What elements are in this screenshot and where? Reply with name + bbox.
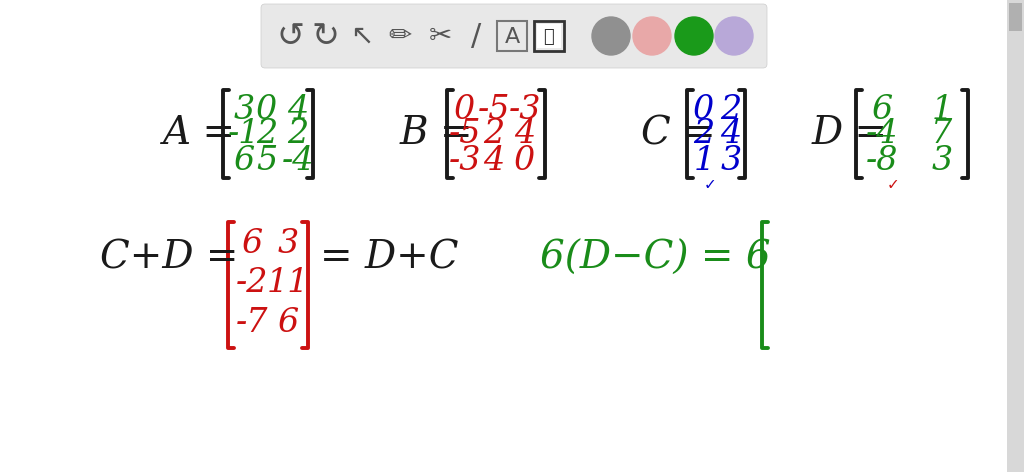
- Text: 2: 2: [693, 118, 715, 150]
- Text: ✂: ✂: [428, 22, 452, 50]
- Text: 2: 2: [720, 94, 741, 126]
- Text: ✓: ✓: [703, 177, 717, 193]
- Circle shape: [633, 17, 671, 55]
- Text: -8: -8: [865, 145, 898, 177]
- Text: = D+C: = D+C: [319, 239, 459, 277]
- Circle shape: [592, 17, 630, 55]
- Text: 4: 4: [720, 118, 741, 150]
- Circle shape: [675, 17, 713, 55]
- Text: 0: 0: [693, 94, 715, 126]
- Text: 3: 3: [932, 145, 952, 177]
- Text: 11: 11: [266, 267, 309, 299]
- Text: ⛰: ⛰: [544, 28, 554, 46]
- Text: 0: 0: [256, 94, 278, 126]
- Text: 4: 4: [288, 94, 308, 126]
- Text: A =: A =: [163, 116, 237, 152]
- Text: A: A: [505, 27, 519, 47]
- Text: 6: 6: [278, 307, 299, 339]
- Circle shape: [715, 17, 753, 55]
- Text: 6: 6: [242, 228, 262, 260]
- Text: 3: 3: [233, 94, 255, 126]
- Text: C =: C =: [641, 116, 716, 152]
- Text: 2: 2: [483, 118, 505, 150]
- Text: ↺: ↺: [278, 19, 305, 52]
- Text: C+D =: C+D =: [100, 239, 239, 277]
- Bar: [1009, 3, 1022, 31]
- Bar: [534, 21, 564, 51]
- Text: 6: 6: [233, 145, 255, 177]
- Bar: [1007, 0, 1024, 472]
- Text: B =: B =: [400, 116, 474, 152]
- Text: ↻: ↻: [311, 19, 339, 52]
- Text: 4: 4: [514, 118, 536, 150]
- Text: /: /: [471, 22, 481, 51]
- Text: -4: -4: [282, 145, 314, 177]
- Text: 7: 7: [932, 118, 952, 150]
- Text: -3: -3: [509, 94, 542, 126]
- Text: 1: 1: [693, 145, 715, 177]
- Bar: [537, 24, 561, 48]
- Text: -4: -4: [865, 118, 898, 150]
- Text: -2: -2: [236, 267, 268, 299]
- Text: ✓: ✓: [887, 177, 899, 193]
- Text: 3: 3: [720, 145, 741, 177]
- Text: ✏: ✏: [388, 22, 412, 50]
- Bar: [497, 21, 527, 51]
- Text: 3: 3: [278, 228, 299, 260]
- Text: 4: 4: [483, 145, 505, 177]
- Text: 0: 0: [455, 94, 475, 126]
- Text: 5: 5: [256, 145, 278, 177]
- Text: -5: -5: [478, 94, 510, 126]
- Text: 1: 1: [932, 94, 952, 126]
- Text: -5: -5: [449, 118, 481, 150]
- Text: 6: 6: [871, 94, 893, 126]
- Text: 2: 2: [256, 118, 278, 150]
- Text: 0: 0: [514, 145, 536, 177]
- Text: -1: -1: [227, 118, 260, 150]
- Text: ↖: ↖: [350, 22, 374, 50]
- Text: 2: 2: [288, 118, 308, 150]
- Text: D =: D =: [812, 116, 888, 152]
- Text: 6(D−C) = 6: 6(D−C) = 6: [540, 239, 771, 277]
- Text: -7: -7: [236, 307, 268, 339]
- FancyBboxPatch shape: [261, 4, 767, 68]
- Text: -3: -3: [449, 145, 481, 177]
